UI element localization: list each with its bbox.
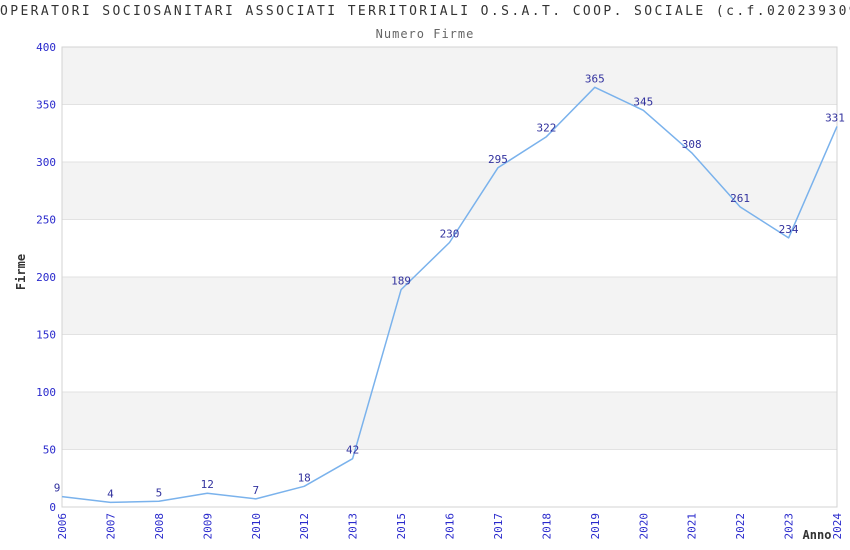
data-label: 42: [346, 444, 359, 457]
data-label: 4: [107, 487, 114, 500]
data-label: 234: [779, 223, 799, 236]
y-tick-label: 300: [36, 156, 56, 169]
plot-band: [62, 47, 837, 105]
y-tick-label: 350: [36, 99, 56, 112]
data-label: 9: [54, 482, 61, 495]
data-label: 18: [298, 471, 311, 484]
x-tick-label: 2016: [444, 513, 457, 540]
chart-subtitle: Numero Firme: [375, 27, 475, 41]
plot-band: [62, 162, 837, 220]
data-label: 345: [633, 95, 653, 108]
y-tick-label: 0: [49, 501, 56, 514]
x-tick-label: 2022: [734, 513, 747, 540]
plot-band: [62, 392, 837, 450]
y-tick-label: 200: [36, 271, 56, 284]
x-tick-label: 2015: [395, 513, 408, 540]
x-tick-label: 2008: [153, 513, 166, 540]
y-tick-label: 250: [36, 214, 56, 227]
x-tick-label: 2010: [250, 513, 263, 540]
data-label: 12: [201, 478, 214, 491]
data-label: 308: [682, 138, 702, 151]
x-tick-label: 2007: [104, 513, 117, 540]
x-tick-label: 2017: [492, 513, 505, 540]
plot-band: [62, 277, 837, 335]
y-axis-title: Firme: [14, 254, 28, 290]
chart-title: OPERATORI SOCIOSANITARI ASSOCIATI TERRIT…: [0, 4, 850, 19]
data-label: 295: [488, 153, 508, 166]
x-tick-label: 2013: [347, 513, 360, 540]
y-tick-label: 400: [36, 41, 56, 54]
x-tick-label: 2020: [637, 513, 650, 540]
data-label: 261: [730, 192, 750, 205]
data-label: 365: [585, 72, 605, 85]
data-label: 189: [391, 275, 411, 288]
x-tick-label: 2019: [589, 513, 602, 540]
y-tick-label: 50: [43, 444, 56, 457]
data-label: 331: [825, 111, 845, 124]
x-tick-label: 2023: [783, 513, 796, 540]
data-line: [61, 86, 838, 504]
x-tick-label: 2012: [298, 513, 311, 540]
data-label: 322: [536, 122, 556, 135]
x-tick-label: 2018: [540, 513, 553, 540]
x-tick-label: 2024: [831, 513, 844, 540]
x-tick-label: 2009: [201, 513, 214, 540]
data-label: 7: [252, 484, 259, 497]
y-tick-label: 100: [36, 386, 56, 399]
x-tick-label: 2006: [56, 513, 69, 540]
x-tick-label: 2021: [686, 513, 699, 540]
plot-border: [61, 46, 838, 508]
y-tick-label: 150: [36, 329, 56, 342]
x-axis-title: Anno: [803, 528, 832, 542]
data-label: 230: [440, 228, 460, 241]
data-label: 5: [156, 486, 163, 499]
